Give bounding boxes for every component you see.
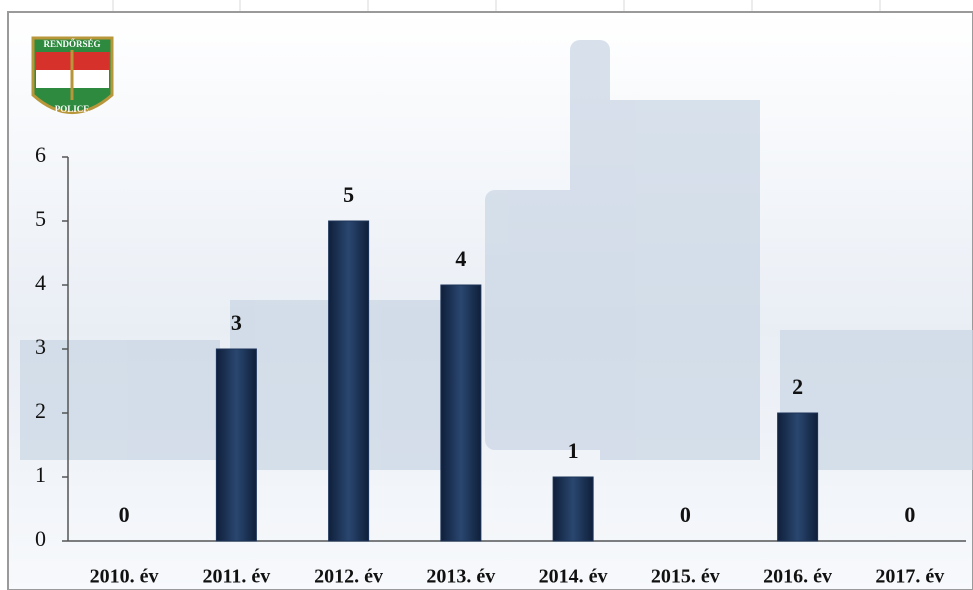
y-tick-label: 6 xyxy=(35,142,46,167)
logo-bottom: POLICE xyxy=(55,104,90,114)
logo-top: RENDŐRSÉG xyxy=(43,39,100,49)
y-tick-label: 1 xyxy=(35,462,46,487)
logo: RENDŐRSÉG POLICE xyxy=(31,36,114,114)
bar xyxy=(215,348,257,542)
value-label: 0 xyxy=(680,502,691,527)
x-tick-label: 2013. év xyxy=(426,566,495,588)
value-label: 0 xyxy=(904,502,915,527)
value-label: 1 xyxy=(568,438,579,463)
x-tick-label: 2010. év xyxy=(90,566,159,588)
y-tick-label: 4 xyxy=(35,270,46,295)
x-tick-label: 2011. év xyxy=(202,566,270,588)
bar xyxy=(440,284,482,542)
bar xyxy=(777,412,819,542)
bar xyxy=(328,220,370,542)
x-tick-label: 2012. év xyxy=(314,566,383,588)
value-label: 0 xyxy=(119,502,130,527)
x-tick-label: 2016. év xyxy=(763,566,832,588)
y-tick-label: 2 xyxy=(35,398,46,423)
x-tick-label: 2014. év xyxy=(539,566,608,588)
x-tick-label: 2017. év xyxy=(875,566,944,588)
sheet-grid xyxy=(112,0,881,12)
value-label: 2 xyxy=(792,374,803,399)
y-tick-label: 3 xyxy=(35,334,46,359)
value-label: 5 xyxy=(343,182,354,207)
y-tick-label: 5 xyxy=(35,206,46,231)
y-tick-label: 0 xyxy=(35,526,46,551)
bar xyxy=(552,476,594,542)
x-tick-label: 2015. év xyxy=(651,566,720,588)
value-label: 3 xyxy=(231,310,242,335)
value-label: 4 xyxy=(455,246,466,271)
